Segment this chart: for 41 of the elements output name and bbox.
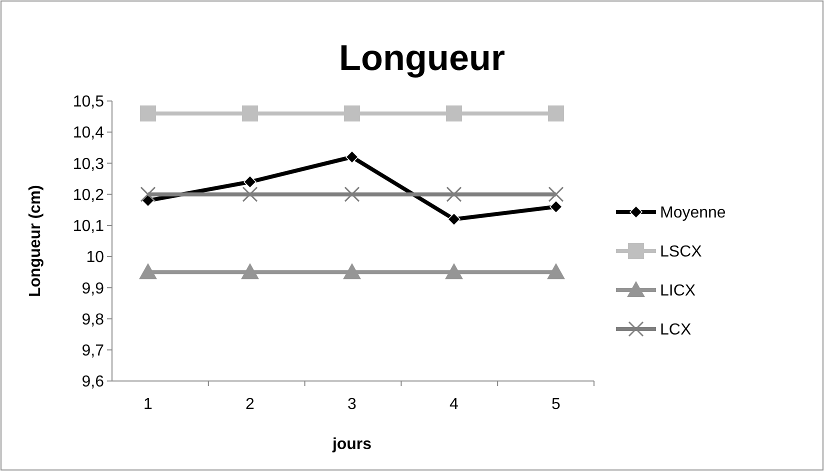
point bbox=[244, 175, 256, 188]
point bbox=[343, 263, 361, 280]
legend-label: Moyenne bbox=[660, 204, 726, 222]
point bbox=[139, 263, 157, 280]
x-tick-label: 1 bbox=[144, 396, 153, 413]
y-tick-label: 9,9 bbox=[82, 280, 104, 298]
y-tick-label: 10,5 bbox=[72, 94, 104, 111]
point bbox=[448, 212, 460, 226]
point bbox=[547, 263, 565, 280]
y-tick-label: 9,8 bbox=[82, 311, 104, 328]
y-tick-label: 9,7 bbox=[82, 342, 104, 360]
point bbox=[446, 105, 462, 122]
legend-label: LSCX bbox=[660, 244, 702, 261]
point bbox=[346, 150, 358, 164]
y-tick-label: 10,1 bbox=[72, 218, 104, 236]
x-tick-label: 2 bbox=[246, 396, 255, 413]
x-tick-label: 4 bbox=[450, 396, 459, 413]
point bbox=[140, 186, 156, 202]
chart-title: Longueur bbox=[339, 37, 505, 78]
point bbox=[140, 105, 156, 122]
x-tick-label: 5 bbox=[552, 396, 561, 413]
y-tick-label: 9,6 bbox=[82, 374, 104, 391]
x-tick-label: 3 bbox=[348, 396, 357, 413]
point bbox=[242, 186, 258, 202]
legend-label: LICX bbox=[660, 282, 696, 300]
y-tick-label: 10,4 bbox=[72, 124, 104, 142]
legend-label: LCX bbox=[660, 322, 692, 339]
point bbox=[548, 186, 564, 202]
y-tick-label: 10 bbox=[86, 249, 104, 266]
x-axis-title: jours bbox=[331, 436, 372, 453]
y-tick-label: 10,2 bbox=[72, 186, 104, 204]
y-tick-label: 10,3 bbox=[72, 156, 104, 173]
point bbox=[548, 105, 564, 122]
point bbox=[241, 263, 259, 280]
point bbox=[550, 200, 562, 214]
point bbox=[242, 105, 258, 122]
point bbox=[344, 186, 360, 202]
point bbox=[446, 186, 462, 202]
point bbox=[344, 105, 360, 122]
point bbox=[445, 263, 463, 280]
y-axis-title: Longueur (cm) bbox=[27, 185, 44, 297]
